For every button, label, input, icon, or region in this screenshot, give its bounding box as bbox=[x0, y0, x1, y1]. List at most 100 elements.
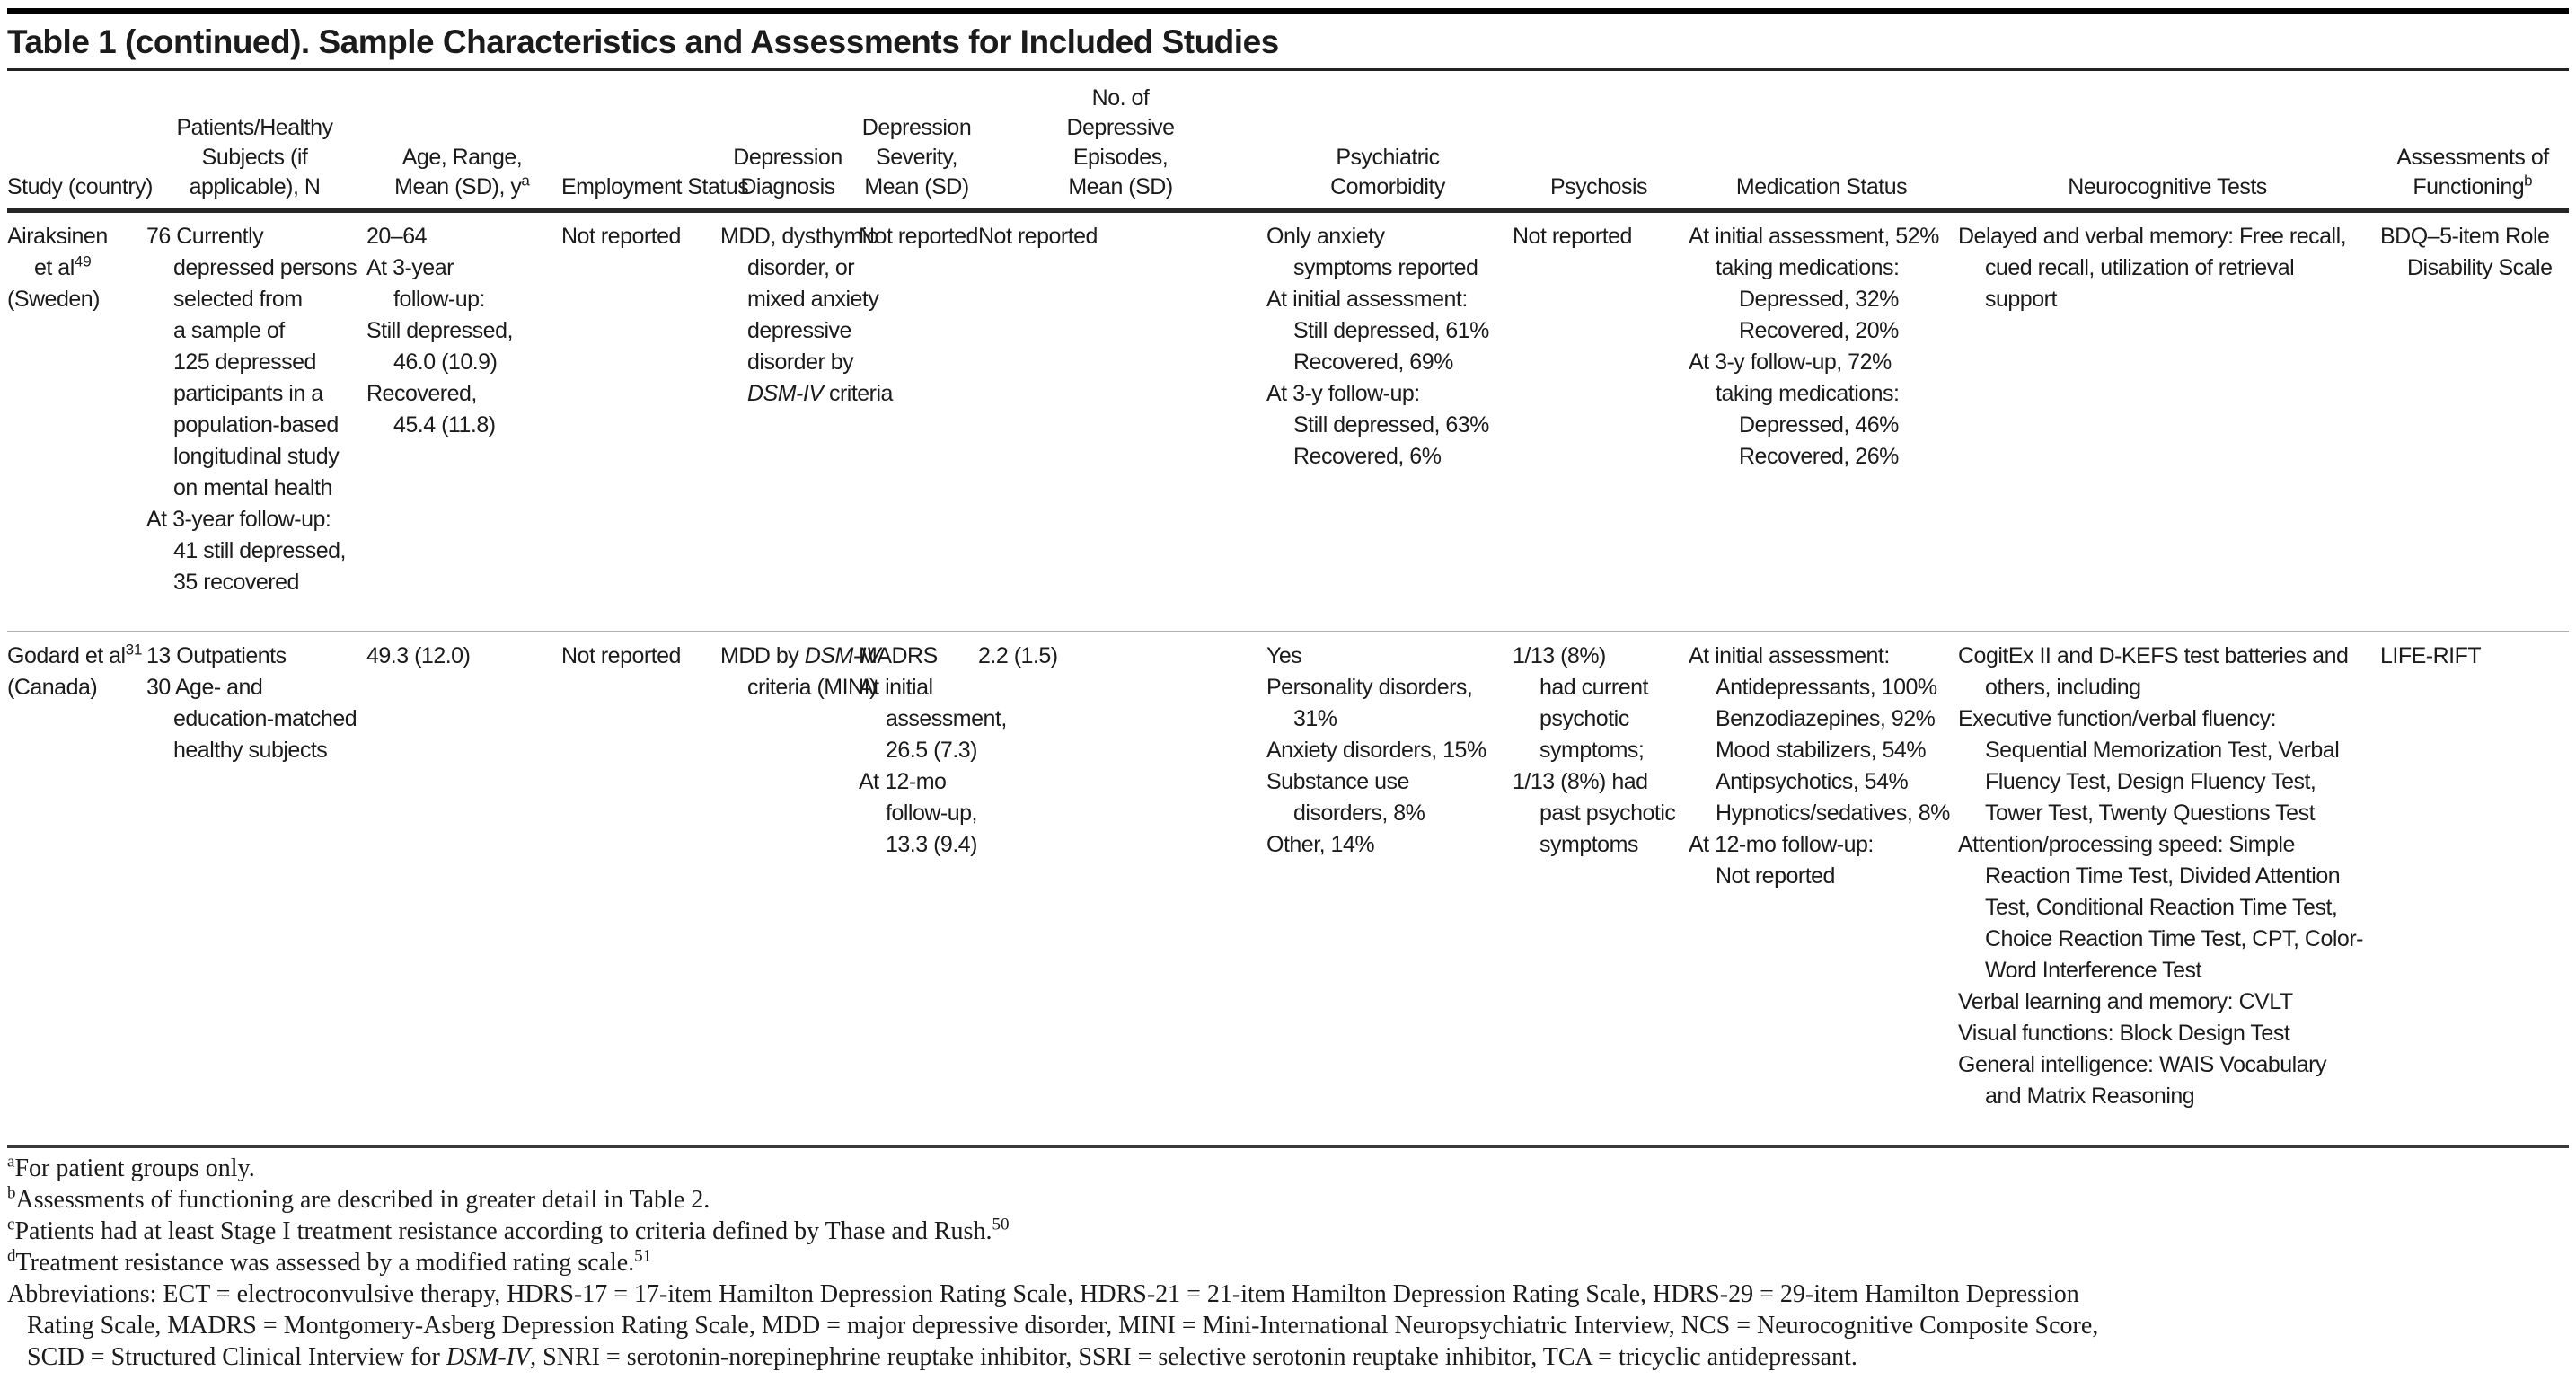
footnote-line-6: Rating Scale, MADRS = Montgomery-Asberg … bbox=[27, 1312, 2099, 1340]
cell-line: 125 depressed bbox=[173, 349, 316, 375]
header-line: Depression bbox=[733, 145, 842, 170]
cell-line: At 3-y follow-up: bbox=[1266, 381, 1420, 406]
cell-line: past psychotic bbox=[1539, 801, 1676, 826]
cell-line: LIFE-RIFT bbox=[2380, 643, 2482, 668]
cell-line: At 3-y follow-up, 72% bbox=[1689, 349, 1892, 375]
table-cell: Godard et al31 (Canada) bbox=[7, 632, 146, 1145]
cell-line: 45.4 (11.8) bbox=[393, 412, 496, 438]
cell-line: Godard et al31 bbox=[7, 641, 143, 668]
cell-line: Reaction Time Test, Divided Attention bbox=[1985, 863, 2341, 889]
cell-line: Not reported bbox=[1513, 224, 1632, 249]
table-cell: 20–64 At 3-year follow-up: Still depressed,… bbox=[366, 211, 561, 632]
cell-line: Visual functions: Block Design Test bbox=[1958, 1021, 2290, 1046]
table-cell: MDD, dysthymic disorder, or mixed anxiety d… bbox=[720, 211, 893, 632]
cell-line: taking medications: bbox=[1716, 255, 1900, 280]
table-cell: At initial assessment: Antidepressants, 1… bbox=[1689, 632, 1958, 1145]
cell-line: DSM-IV criteria bbox=[747, 381, 893, 406]
header-line: Episodes, bbox=[1072, 145, 1169, 170]
cell-line: (Sweden) bbox=[7, 287, 101, 312]
table-cell: Not reported bbox=[561, 211, 720, 632]
cell-line: Not reported bbox=[1716, 863, 1835, 889]
column-header-10: Medication Status bbox=[1689, 71, 1958, 211]
cell-line: 13 Outpatients bbox=[146, 643, 287, 668]
cell-line: Recovered, 6% bbox=[1293, 444, 1442, 469]
cell-line: At 3-year bbox=[366, 255, 454, 280]
footnote-line-1: aFor patient groups only. bbox=[7, 1152, 255, 1182]
cell-line: Depressed, 32% bbox=[1739, 287, 1899, 312]
cell-line: Yes bbox=[1266, 643, 1302, 668]
cell-line: Not reported bbox=[561, 224, 681, 249]
table-cell: 76 Currently depressed persons selected fr… bbox=[146, 211, 366, 632]
cell-line: symptoms; bbox=[1539, 738, 1645, 763]
table-cell: Only anxiety symptoms reported At initial … bbox=[1266, 211, 1513, 632]
table-cell: Not reported bbox=[859, 211, 978, 632]
header-line: Diagnosis bbox=[740, 174, 835, 199]
cell-line: disorder, or bbox=[747, 255, 855, 280]
cell-line: Depressed, 46% bbox=[1739, 412, 1899, 438]
cell-line: General intelligence: WAIS Vocabulary bbox=[1958, 1052, 2326, 1077]
study-row-airaksinen-sweden: Airaksinen et al49 (Sweden) 76 Currently dep… bbox=[7, 211, 2569, 632]
table-cell: Yes Personality disorders, 31% Anxiety diso… bbox=[1266, 632, 1513, 1145]
column-header-6: Depression Severity, Mean (SD) bbox=[859, 71, 978, 211]
cell-line: Personality disorders, bbox=[1266, 675, 1473, 700]
cell-line: Other, 14% bbox=[1266, 832, 1375, 857]
column-header-2: Patients/Healthy Subjects (if applicable),… bbox=[146, 71, 366, 211]
cell-line: Still depressed, bbox=[366, 318, 513, 343]
column-header-7: No. of Depressive Episodes, Mean (SD) bbox=[978, 71, 1266, 211]
header-line: Depression bbox=[861, 115, 972, 140]
cell-line: selected from bbox=[173, 287, 303, 312]
cell-line: (Canada) bbox=[7, 675, 98, 700]
cell-line: 46.0 (10.9) bbox=[393, 349, 498, 375]
table-cell: At initial assessment, 52% taking medicat… bbox=[1689, 211, 1958, 632]
cell-line: 26.5 (7.3) bbox=[886, 738, 978, 763]
column-header-4: Employment Status bbox=[561, 71, 749, 211]
table-cell: MADRS At initial assessment, 26.5 (7.3) At 1… bbox=[859, 632, 1007, 1145]
column-header-8: Psychiatric Comorbidity bbox=[1266, 71, 1513, 211]
cell-line: depressed persons bbox=[173, 255, 357, 280]
top-black-bar bbox=[7, 8, 2569, 14]
cell-line: Not reported bbox=[561, 643, 681, 668]
cell-line: had current bbox=[1539, 675, 1648, 700]
cell-line: Not reported bbox=[978, 224, 1098, 249]
cell-line: Recovered, bbox=[366, 381, 477, 406]
cell-line: Only anxiety bbox=[1266, 224, 1385, 249]
cell-line: 35 recovered bbox=[173, 570, 299, 595]
cell-line: 76 Currently bbox=[146, 224, 264, 249]
cell-line: BDQ–5-item Role bbox=[2380, 224, 2550, 249]
cell-line: Recovered, 26% bbox=[1739, 444, 1899, 469]
cell-line: on mental health bbox=[173, 475, 332, 500]
cell-line: criteria (MINI) bbox=[747, 675, 877, 700]
cell-line: Hypnotics/sedatives, 8% bbox=[1716, 801, 1950, 826]
cell-line: Sequential Memorization Test, Verbal bbox=[1985, 738, 2340, 763]
cell-line: Mood stabilizers, 54% bbox=[1716, 738, 1927, 763]
header-line: Medication Status bbox=[1735, 174, 1908, 199]
cell-line: At 12-mo bbox=[859, 769, 947, 794]
cell-line: MDD by DSM-IV bbox=[720, 643, 881, 668]
cell-line: At 3-year follow-up: bbox=[146, 507, 331, 532]
cell-line: Word Interference Test bbox=[1985, 958, 2201, 983]
cell-line: Disability Scale bbox=[2407, 255, 2553, 280]
cell-line: cued recall, utilization of retrieval bbox=[1985, 255, 2295, 280]
cell-line: Attention/processing speed: Simple bbox=[1958, 832, 2295, 857]
cell-line: Not reported bbox=[859, 224, 978, 249]
table-cell: Not reported bbox=[561, 632, 720, 1145]
column-header-3: Age, Range, Mean (SD), ya bbox=[366, 71, 561, 211]
cell-line: depressive bbox=[747, 318, 851, 343]
cell-line: follow-up, bbox=[886, 801, 978, 826]
cell-line: At initial assessment, 52% bbox=[1689, 224, 1939, 249]
cell-line: et al49 bbox=[34, 252, 92, 280]
cell-line: mixed anxiety bbox=[747, 287, 879, 312]
cell-line: symptoms reported bbox=[1293, 255, 1478, 280]
cell-line: psychotic bbox=[1539, 706, 1629, 731]
table-cell: Delayed and verbal memory: Free recall, c… bbox=[1958, 211, 2380, 632]
header-line: Employment Status bbox=[561, 174, 749, 199]
cell-line: assessment, bbox=[886, 706, 1007, 731]
cell-line: 1/13 (8%) had bbox=[1513, 769, 1648, 794]
header-line: Study (country) bbox=[7, 174, 154, 199]
footnotes-block: aFor patient groups only. bAssessments of… bbox=[7, 1148, 2569, 1373]
header-line: applicable), N bbox=[189, 174, 321, 199]
cell-line: disorders, 8% bbox=[1293, 801, 1425, 826]
cell-line: At initial assessment: bbox=[1689, 643, 1890, 668]
cell-line: healthy subjects bbox=[173, 738, 328, 763]
